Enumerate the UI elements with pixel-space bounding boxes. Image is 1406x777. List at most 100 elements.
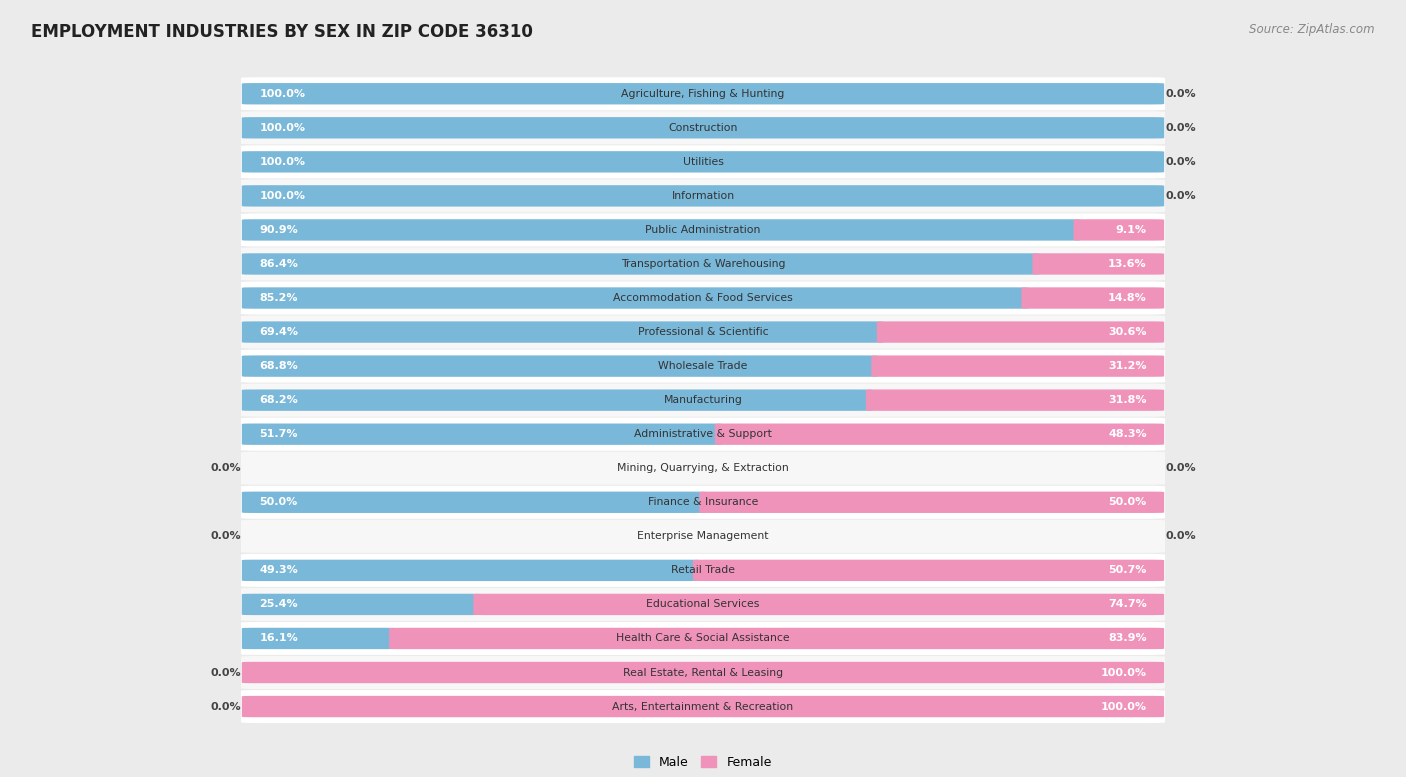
Text: 9.1%: 9.1% xyxy=(1116,225,1147,235)
Text: 83.9%: 83.9% xyxy=(1108,633,1147,643)
FancyBboxPatch shape xyxy=(242,389,873,411)
Text: Accommodation & Food Services: Accommodation & Food Services xyxy=(613,293,793,303)
FancyBboxPatch shape xyxy=(240,350,1166,382)
FancyBboxPatch shape xyxy=(240,384,1166,416)
Text: 0.0%: 0.0% xyxy=(1166,89,1195,99)
FancyBboxPatch shape xyxy=(699,492,1164,513)
Text: 86.4%: 86.4% xyxy=(259,259,298,269)
Text: Professional & Scientific: Professional & Scientific xyxy=(638,327,768,337)
FancyBboxPatch shape xyxy=(240,486,1166,519)
Text: 68.2%: 68.2% xyxy=(259,395,298,405)
Text: 30.6%: 30.6% xyxy=(1108,327,1147,337)
FancyBboxPatch shape xyxy=(866,389,1164,411)
FancyBboxPatch shape xyxy=(240,588,1166,621)
FancyBboxPatch shape xyxy=(240,77,1166,110)
FancyBboxPatch shape xyxy=(242,253,1039,274)
FancyBboxPatch shape xyxy=(1032,253,1164,274)
Text: 100.0%: 100.0% xyxy=(259,89,305,99)
Text: Construction: Construction xyxy=(668,123,738,133)
Text: 0.0%: 0.0% xyxy=(211,667,240,678)
Text: Finance & Insurance: Finance & Insurance xyxy=(648,497,758,507)
Text: 0.0%: 0.0% xyxy=(1166,191,1195,201)
Text: 13.6%: 13.6% xyxy=(1108,259,1147,269)
FancyBboxPatch shape xyxy=(242,628,396,649)
FancyBboxPatch shape xyxy=(240,622,1166,655)
Text: 50.0%: 50.0% xyxy=(259,497,298,507)
FancyBboxPatch shape xyxy=(240,690,1166,723)
Text: Mining, Quarrying, & Extraction: Mining, Quarrying, & Extraction xyxy=(617,463,789,473)
FancyBboxPatch shape xyxy=(877,322,1164,343)
Text: 31.2%: 31.2% xyxy=(1108,361,1147,371)
FancyBboxPatch shape xyxy=(240,214,1166,246)
Text: 51.7%: 51.7% xyxy=(259,429,298,439)
Text: Transportation & Warehousing: Transportation & Warehousing xyxy=(621,259,785,269)
Text: Wholesale Trade: Wholesale Trade xyxy=(658,361,748,371)
FancyBboxPatch shape xyxy=(242,355,879,377)
Text: 25.4%: 25.4% xyxy=(259,599,298,609)
Text: 0.0%: 0.0% xyxy=(211,702,240,712)
FancyBboxPatch shape xyxy=(242,423,723,445)
Text: 90.9%: 90.9% xyxy=(259,225,298,235)
Text: Health Care & Social Assistance: Health Care & Social Assistance xyxy=(616,633,790,643)
Text: 0.0%: 0.0% xyxy=(1166,157,1195,167)
Text: Arts, Entertainment & Recreation: Arts, Entertainment & Recreation xyxy=(613,702,793,712)
FancyBboxPatch shape xyxy=(474,594,1164,615)
FancyBboxPatch shape xyxy=(693,559,1164,581)
FancyBboxPatch shape xyxy=(242,492,707,513)
Text: 100.0%: 100.0% xyxy=(1101,702,1147,712)
Text: 100.0%: 100.0% xyxy=(1101,667,1147,678)
Text: Agriculture, Fishing & Hunting: Agriculture, Fishing & Hunting xyxy=(621,89,785,99)
FancyBboxPatch shape xyxy=(1021,287,1164,308)
FancyBboxPatch shape xyxy=(240,179,1166,212)
Text: EMPLOYMENT INDUSTRIES BY SEX IN ZIP CODE 36310: EMPLOYMENT INDUSTRIES BY SEX IN ZIP CODE… xyxy=(31,23,533,41)
FancyBboxPatch shape xyxy=(242,185,1164,207)
Text: 0.0%: 0.0% xyxy=(1166,123,1195,133)
Text: Administrative & Support: Administrative & Support xyxy=(634,429,772,439)
Text: Real Estate, Rental & Leasing: Real Estate, Rental & Leasing xyxy=(623,667,783,678)
Text: 100.0%: 100.0% xyxy=(259,123,305,133)
FancyBboxPatch shape xyxy=(240,145,1166,179)
FancyBboxPatch shape xyxy=(240,247,1166,280)
Text: 14.8%: 14.8% xyxy=(1108,293,1147,303)
Text: Information: Information xyxy=(672,191,734,201)
FancyBboxPatch shape xyxy=(242,696,1164,717)
FancyBboxPatch shape xyxy=(240,111,1166,145)
Text: 0.0%: 0.0% xyxy=(211,463,240,473)
Text: 85.2%: 85.2% xyxy=(259,293,298,303)
FancyBboxPatch shape xyxy=(240,281,1166,315)
Text: 49.3%: 49.3% xyxy=(259,566,298,576)
Text: Enterprise Management: Enterprise Management xyxy=(637,531,769,542)
Text: 50.0%: 50.0% xyxy=(1108,497,1147,507)
FancyBboxPatch shape xyxy=(242,662,1164,683)
FancyBboxPatch shape xyxy=(242,117,1164,138)
FancyBboxPatch shape xyxy=(242,219,1081,241)
Text: 100.0%: 100.0% xyxy=(259,191,305,201)
FancyBboxPatch shape xyxy=(242,594,482,615)
Text: 0.0%: 0.0% xyxy=(1166,531,1195,542)
Text: Educational Services: Educational Services xyxy=(647,599,759,609)
FancyBboxPatch shape xyxy=(240,315,1166,349)
Legend: Male, Female: Male, Female xyxy=(630,751,776,774)
Text: 74.7%: 74.7% xyxy=(1108,599,1147,609)
FancyBboxPatch shape xyxy=(240,418,1166,451)
FancyBboxPatch shape xyxy=(242,559,700,581)
Text: 50.7%: 50.7% xyxy=(1108,566,1147,576)
FancyBboxPatch shape xyxy=(240,656,1166,689)
FancyBboxPatch shape xyxy=(389,628,1164,649)
FancyBboxPatch shape xyxy=(1074,219,1164,241)
FancyBboxPatch shape xyxy=(872,355,1164,377)
Text: 16.1%: 16.1% xyxy=(259,633,298,643)
Text: 100.0%: 100.0% xyxy=(259,157,305,167)
Text: Utilities: Utilities xyxy=(682,157,724,167)
FancyBboxPatch shape xyxy=(242,152,1164,172)
Text: 31.8%: 31.8% xyxy=(1108,395,1147,405)
Text: 68.8%: 68.8% xyxy=(259,361,298,371)
FancyBboxPatch shape xyxy=(240,451,1166,485)
Text: 0.0%: 0.0% xyxy=(211,531,240,542)
Text: 48.3%: 48.3% xyxy=(1108,429,1147,439)
FancyBboxPatch shape xyxy=(240,520,1166,553)
FancyBboxPatch shape xyxy=(240,554,1166,587)
Text: Source: ZipAtlas.com: Source: ZipAtlas.com xyxy=(1250,23,1375,37)
Text: 69.4%: 69.4% xyxy=(259,327,298,337)
Text: Retail Trade: Retail Trade xyxy=(671,566,735,576)
